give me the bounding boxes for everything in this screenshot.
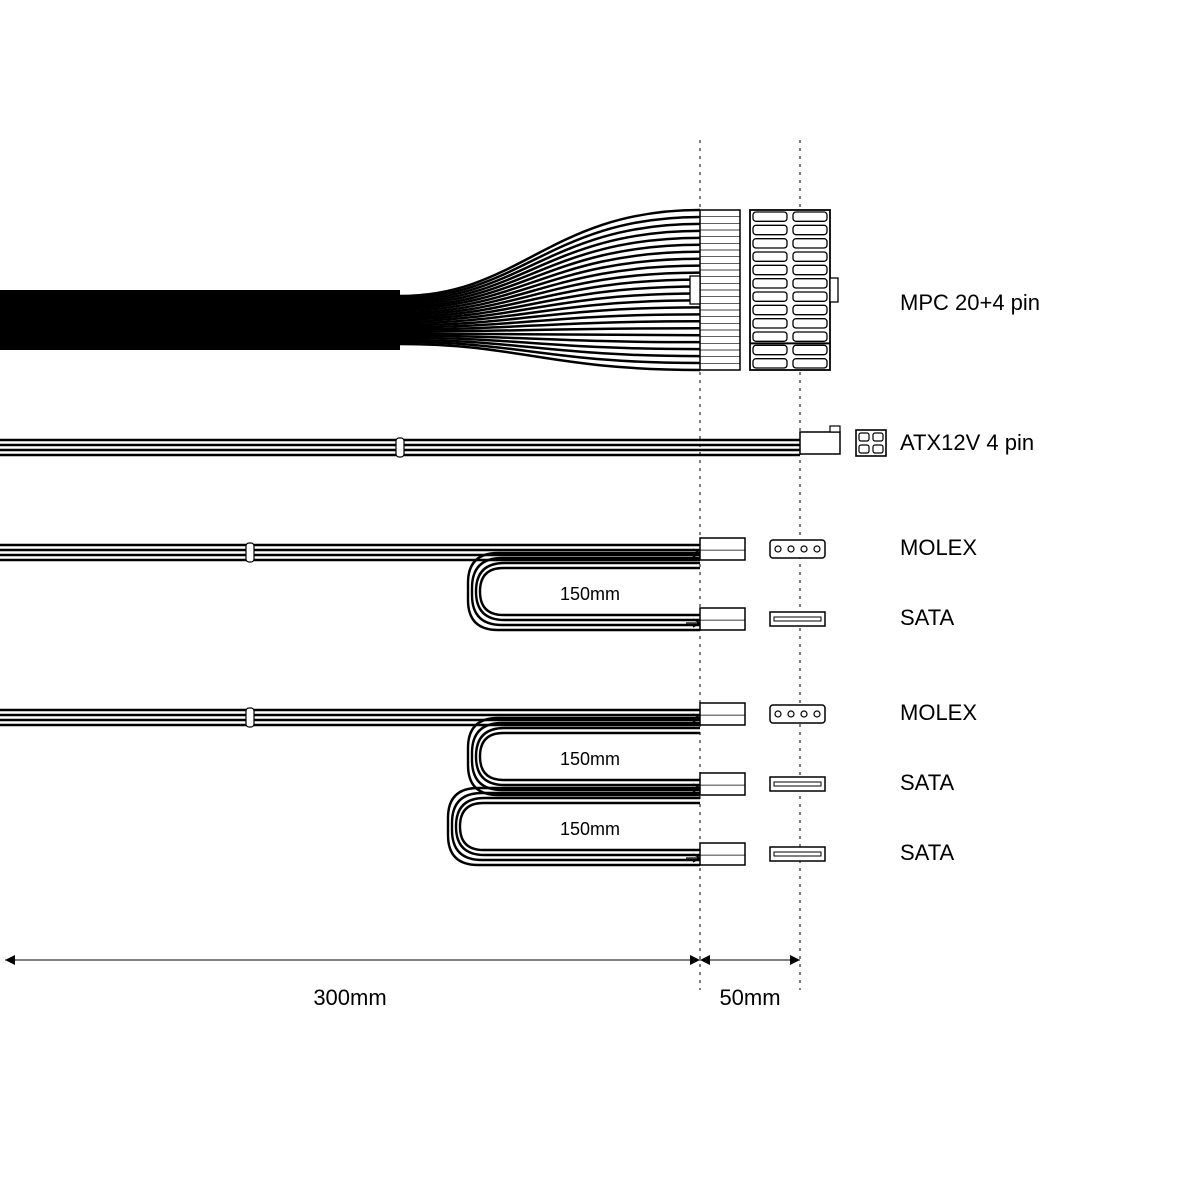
loop1-label: 150mm bbox=[560, 584, 620, 604]
sata-side-3 bbox=[700, 843, 745, 865]
dim-gap-label: 50mm bbox=[719, 985, 780, 1010]
sata-front-2 bbox=[770, 777, 825, 791]
cable-tie bbox=[396, 438, 404, 457]
connector-label: SATA bbox=[900, 840, 955, 865]
connector-label: MOLEX bbox=[900, 535, 977, 560]
loop3-label: 150mm bbox=[560, 819, 620, 839]
molex-front-1 bbox=[770, 540, 825, 558]
sata-front-3 bbox=[770, 847, 825, 861]
cable-tie bbox=[246, 708, 254, 727]
connector-label: MPC 20+4 pin bbox=[900, 290, 1040, 315]
mpc-connector-front bbox=[750, 210, 830, 370]
atx-plug bbox=[800, 432, 840, 454]
cable-tie bbox=[246, 543, 254, 562]
sata-side-2 bbox=[700, 773, 745, 795]
molex-side-1 bbox=[700, 538, 745, 560]
sata-front-1 bbox=[770, 612, 825, 626]
connector-label: SATA bbox=[900, 605, 955, 630]
dim-main-label: 300mm bbox=[313, 985, 386, 1010]
loop2-label: 150mm bbox=[560, 749, 620, 769]
mpc-trunk bbox=[0, 290, 400, 350]
connector-label: SATA bbox=[900, 770, 955, 795]
connector-label: ATX12V 4 pin bbox=[900, 430, 1034, 455]
atx-front bbox=[856, 430, 886, 456]
molex-front-2 bbox=[770, 705, 825, 723]
sata-side-1 bbox=[700, 608, 745, 630]
connector-label: MOLEX bbox=[900, 700, 977, 725]
mpc-clip bbox=[690, 276, 700, 304]
molex-side-2 bbox=[700, 703, 745, 725]
